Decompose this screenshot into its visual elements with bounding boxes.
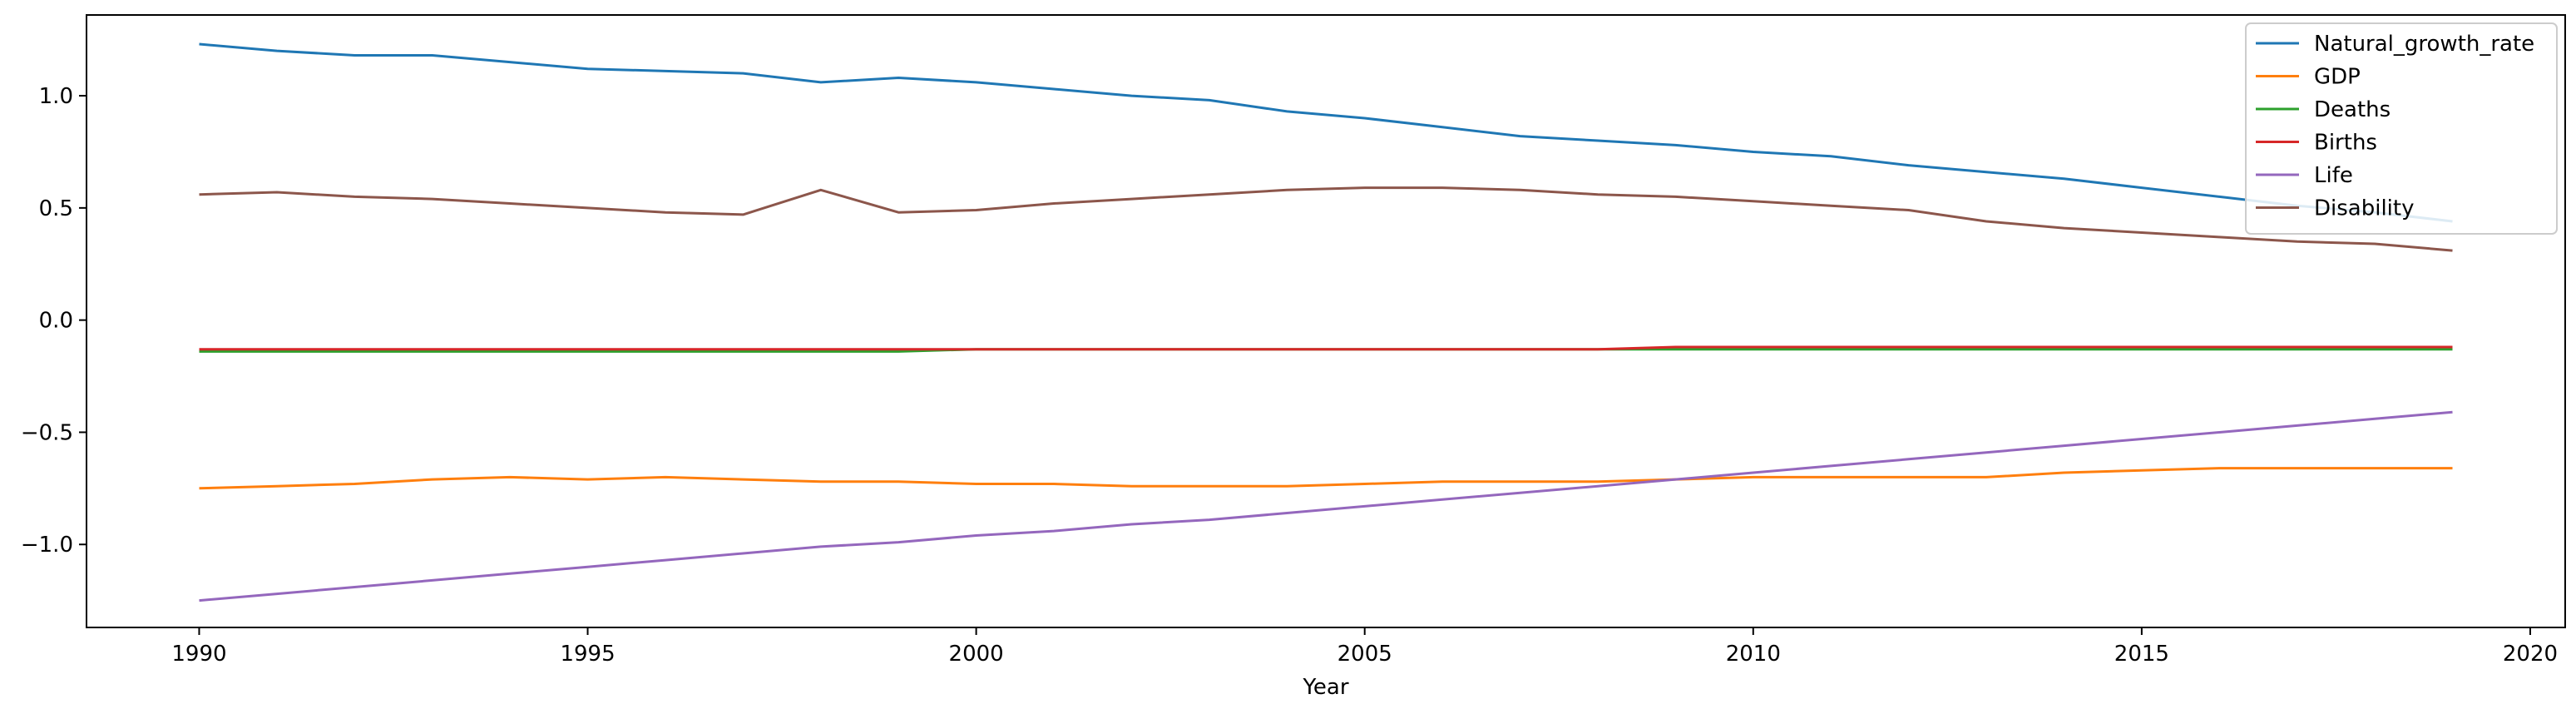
legend-box bbox=[2245, 22, 2558, 235]
legend-label-disability: Disability bbox=[2314, 196, 2414, 221]
y-tick-label: 1.0 bbox=[39, 84, 73, 109]
x-tick-label: 2000 bbox=[949, 642, 1004, 667]
series-line-disability bbox=[199, 186, 2453, 252]
plot-area bbox=[86, 14, 2566, 628]
y-tick-label: −0.5 bbox=[21, 420, 73, 445]
x-tick-label: 2005 bbox=[1337, 642, 1392, 667]
x-tick-label: 1990 bbox=[171, 642, 226, 667]
x-tick-label: 1995 bbox=[560, 642, 615, 667]
x-tick-label: 2010 bbox=[1726, 642, 1781, 667]
legend-label-natural-growth-rate: Natural_growth_rate bbox=[2314, 32, 2534, 57]
x-tick-label: 2015 bbox=[2114, 642, 2169, 667]
legend-label-life: Life bbox=[2314, 163, 2353, 188]
series-line-gdp bbox=[199, 467, 2453, 490]
y-tick-label: 0.5 bbox=[39, 196, 73, 221]
series-line-life bbox=[199, 410, 2453, 602]
series-layer bbox=[199, 42, 2453, 602]
legend-label-deaths: Deaths bbox=[2314, 97, 2391, 122]
series-line-natural-growth-rate bbox=[199, 42, 2453, 223]
x-axis: 1990 1995 2000 2005 2010 2015 2020 bbox=[171, 627, 2558, 667]
legend-label-births: Births bbox=[2314, 131, 2377, 156]
y-tick-label: 0.0 bbox=[39, 309, 73, 334]
legend-label-gdp: GDP bbox=[2314, 65, 2361, 90]
x-tick-label: 2020 bbox=[2503, 642, 2558, 667]
legend: Natural_growth_rate GDP Deaths Births Life Di… bbox=[2245, 22, 2558, 235]
y-tick-label: −1.0 bbox=[21, 533, 73, 558]
y-axis: −1.0 −0.5 0.0 0.5 1.0 bbox=[21, 84, 87, 558]
series-line-births bbox=[199, 345, 2453, 351]
x-axis-label: Year bbox=[1302, 675, 1348, 700]
